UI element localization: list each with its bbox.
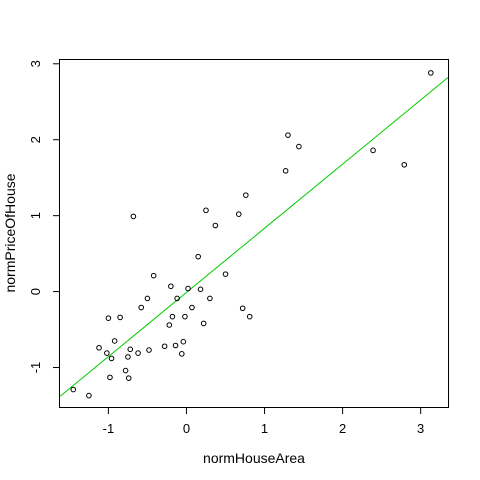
data-point: [285, 132, 291, 138]
x-tick-label: 0: [183, 421, 190, 436]
plot-frame: [59, 59, 449, 408]
data-point: [130, 213, 137, 220]
data-point: [135, 350, 141, 356]
y-tick-label: 1: [28, 212, 43, 219]
data-point: [207, 295, 213, 302]
data-point: [144, 295, 151, 302]
data-point: [104, 350, 110, 356]
data-point: [150, 272, 157, 279]
y-axis-title: normPriceOfHouse: [2, 173, 18, 292]
data-point: [195, 253, 201, 260]
regression-line-layer: [59, 77, 449, 397]
data-points-layer: [70, 70, 434, 399]
data-point: [125, 354, 131, 360]
data-point: [189, 304, 195, 311]
data-point: [172, 342, 179, 349]
data-point: [166, 322, 173, 328]
data-point: [200, 320, 207, 327]
x-tick-label: 2: [339, 421, 346, 436]
data-point: [146, 347, 152, 353]
data-point: [169, 313, 176, 320]
data-point: [178, 351, 185, 357]
data-point: [117, 314, 123, 321]
data-point: [70, 386, 77, 393]
data-point: [122, 367, 129, 374]
data-point: [125, 375, 132, 381]
data-point: [105, 315, 112, 321]
data-point: [401, 161, 408, 168]
data-point: [86, 392, 92, 399]
data-point: [180, 338, 187, 345]
data-point: [243, 192, 249, 198]
data-point: [161, 343, 168, 350]
data-point: [203, 207, 209, 214]
data-point: [212, 222, 219, 229]
data-point: [370, 147, 376, 154]
data-point: [222, 271, 229, 277]
data-point: [428, 70, 434, 76]
data-point: [185, 285, 191, 292]
data-point: [296, 143, 302, 150]
data-point: [111, 338, 118, 344]
data-point: [174, 295, 180, 302]
data-point: [108, 355, 115, 362]
data-point: [197, 286, 204, 293]
y-tick-label: 0: [28, 288, 43, 295]
x-tick-label: 3: [417, 421, 424, 436]
data-point: [138, 304, 144, 311]
x-axis: -1 0 1 2 3: [103, 407, 424, 436]
data-point: [182, 313, 188, 320]
data-point: [168, 283, 174, 290]
data-point: [239, 305, 246, 312]
data-point: [127, 346, 134, 353]
data-point: [107, 374, 113, 381]
data-point: [246, 313, 253, 320]
data-point: [235, 211, 242, 217]
y-tick-label: 2: [28, 136, 43, 143]
data-point: [282, 168, 289, 174]
y-tick-label: -1: [28, 362, 43, 374]
x-tick-label: 1: [261, 421, 268, 436]
x-axis-title: normHouseArea: [203, 450, 305, 466]
x-tick-label: -1: [103, 421, 115, 436]
regression-line: [59, 77, 449, 397]
y-tick-label: 3: [28, 60, 43, 67]
data-point: [96, 344, 102, 351]
y-axis: -1 0 1 2 3: [28, 60, 60, 373]
